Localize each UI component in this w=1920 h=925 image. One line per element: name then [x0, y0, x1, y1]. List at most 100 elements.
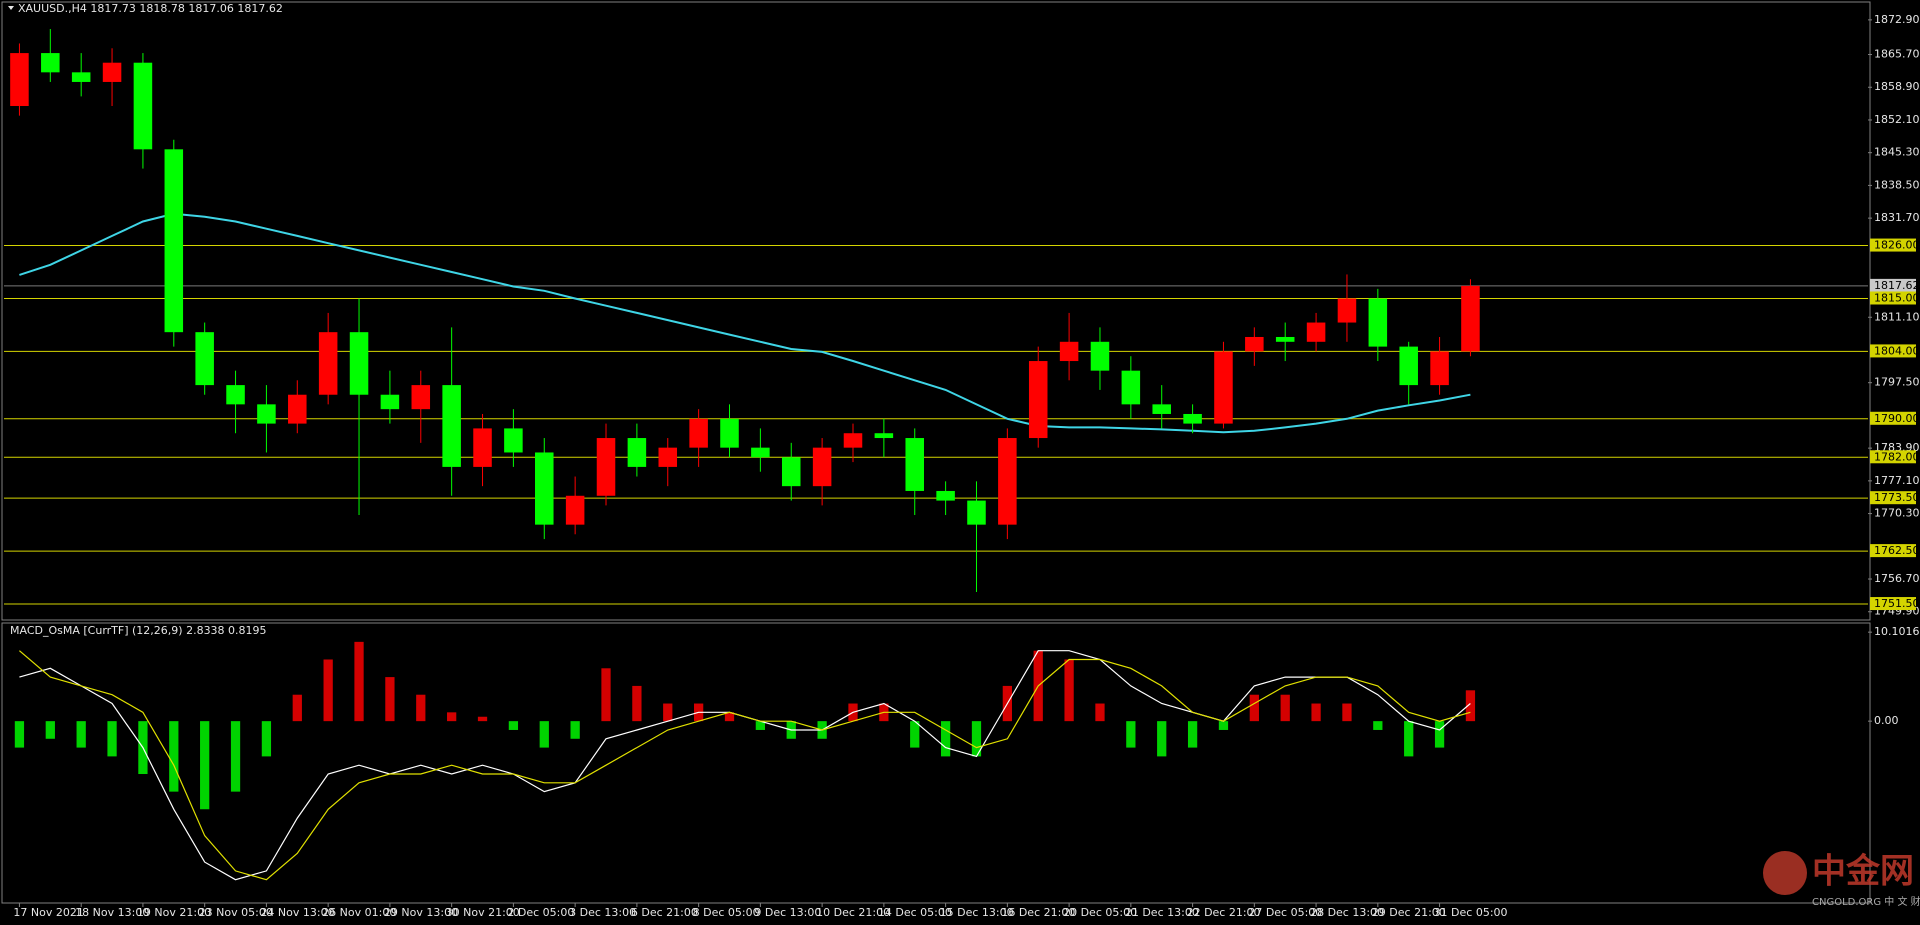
y-tick-label: 1838.50 — [1874, 178, 1920, 191]
y-tick-label: 1770.30 — [1874, 507, 1920, 520]
candle-body — [411, 385, 431, 410]
level-box — [1870, 411, 1916, 425]
histogram-bar — [1280, 694, 1290, 722]
x-tick-label: 29 Nov 13:00 — [384, 906, 458, 919]
candle-body — [380, 394, 400, 410]
y-tick-label: 1852.10 — [1874, 113, 1920, 126]
histogram-bar — [1342, 703, 1352, 722]
x-tick-label: 27 Dec 05:00 — [1248, 906, 1322, 919]
level-label: 1782.00 — [1874, 450, 1920, 463]
candle-body — [1183, 413, 1202, 424]
candle-body — [596, 438, 616, 496]
y-tick-label: 1756.70 — [1874, 572, 1920, 585]
candle-body — [504, 428, 523, 453]
x-tick-label: 10 Dec 21:00 — [816, 906, 890, 919]
level-label: 1804.00 — [1874, 344, 1920, 357]
histogram-bar — [354, 641, 364, 722]
candle-body — [658, 447, 678, 467]
level-box — [1870, 597, 1916, 611]
level-label: 1815.00 — [1874, 291, 1920, 304]
histogram-bar — [1064, 659, 1074, 722]
candle-body — [565, 495, 585, 525]
candle-body — [1430, 351, 1449, 386]
histogram-bar — [1373, 721, 1383, 730]
level-label: 1751.50 — [1874, 597, 1920, 610]
level-box — [1870, 544, 1916, 558]
level-label: 1826.00 — [1874, 239, 1920, 252]
candle-body — [1059, 341, 1079, 362]
candle-body — [627, 438, 647, 467]
y-tick-label: 1858.90 — [1874, 80, 1920, 93]
candle-body — [751, 447, 770, 458]
histogram-bar — [940, 721, 951, 757]
candle-body — [1337, 298, 1357, 323]
histogram-bar — [477, 716, 488, 722]
y-tick-label: 1797.50 — [1874, 376, 1920, 389]
histogram-bar — [724, 712, 735, 722]
candle-body — [133, 62, 153, 150]
x-tick-label: 16 Dec 21:00 — [1001, 906, 1075, 919]
y-tick-label: 1777.10 — [1874, 474, 1920, 487]
level-label: 1790.00 — [1874, 412, 1920, 425]
histogram-bar — [230, 721, 241, 792]
x-tick-label: 14 Dec 05:00 — [878, 906, 952, 919]
x-tick-label: 30 Nov 21:00 — [446, 906, 520, 919]
candle-body — [10, 53, 29, 107]
histogram-bar — [508, 721, 519, 730]
candle-body — [288, 394, 307, 424]
candle-body — [257, 404, 276, 424]
histogram-bar — [323, 659, 333, 722]
x-tick-label: 20 Dec 05:00 — [1063, 906, 1137, 919]
candle-body — [1214, 351, 1233, 424]
candle-body — [41, 53, 60, 73]
candle-body — [102, 62, 122, 82]
x-tick-label: 23 Nov 05:00 — [199, 906, 273, 919]
histogram-bar — [447, 712, 457, 722]
last-price-label: 1817.62 — [1874, 279, 1920, 292]
x-tick-label: 2 Dec 05:00 — [507, 906, 574, 919]
candle-body — [843, 433, 863, 448]
candle-body — [1461, 285, 1480, 352]
last-price-box — [1870, 278, 1916, 292]
level-box — [1870, 238, 1916, 252]
y-tick-label: 0.00 — [1874, 714, 1899, 727]
level-label: 1773.50 — [1874, 491, 1920, 504]
histogram-bar — [1311, 703, 1321, 722]
candle-body — [318, 332, 338, 395]
candle-body — [936, 490, 955, 501]
histogram-bar — [632, 685, 642, 722]
level-label: 1762.50 — [1874, 544, 1920, 557]
histogram-bar — [385, 677, 395, 722]
y-tick-label: 1831.70 — [1874, 211, 1920, 224]
main-frame — [1, 1, 1871, 621]
candle-body — [473, 428, 492, 467]
menu-arrow[interactable] — [8, 6, 14, 10]
histogram-bar — [200, 721, 210, 810]
histogram-bar — [1465, 690, 1476, 722]
candle-body — [1028, 361, 1048, 439]
candle-body — [1152, 404, 1171, 414]
y-tick-label: 1845.30 — [1874, 146, 1920, 159]
histogram-bar — [76, 721, 86, 748]
histogram-bar — [1157, 721, 1167, 757]
watermark-subtitle: CNGOLD.ORG 中 文 财 经 新 媒 体 — [1812, 895, 1920, 908]
x-tick-label: 21 Dec 13:00 — [1125, 906, 1199, 919]
x-tick-label: 18 Nov 13:00 — [75, 906, 149, 919]
candle-body — [442, 385, 461, 467]
moving-average — [19, 212, 1471, 434]
histogram-bar — [1187, 721, 1198, 748]
histogram-bar — [416, 694, 426, 722]
x-tick-label: 9 Dec 13:00 — [754, 906, 821, 919]
macd-title: MACD_OsMA [CurrTF] (12,26,9) 2.8338 0.81… — [10, 624, 267, 637]
level-box — [1870, 491, 1916, 505]
candle-body — [689, 418, 708, 448]
histogram-bar — [1249, 694, 1259, 722]
candle-body — [535, 452, 554, 525]
x-tick-label: 6 Dec 21:00 — [631, 906, 698, 919]
candle-body — [164, 149, 184, 333]
x-tick-label: 19 Nov 21:00 — [137, 906, 211, 919]
candle-body — [71, 72, 91, 82]
x-tick-label: 17 Nov 2021 — [13, 906, 83, 919]
